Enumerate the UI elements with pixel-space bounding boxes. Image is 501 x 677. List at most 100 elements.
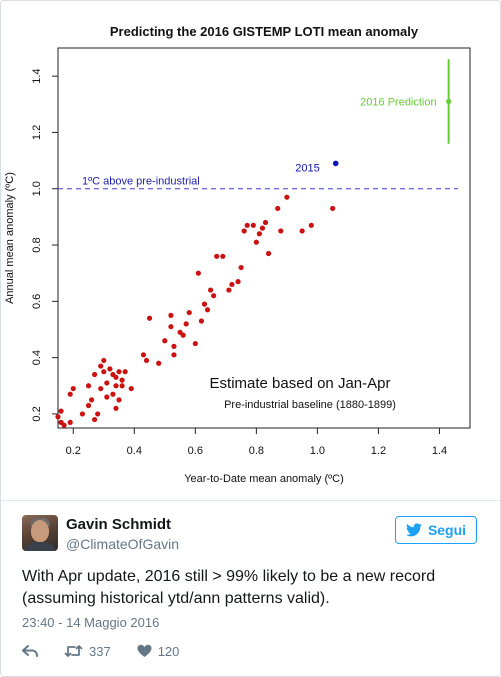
data-point bbox=[58, 408, 64, 414]
data-point bbox=[140, 352, 147, 358]
x-axis-label: Year-to-Date mean anomaly (ºC) bbox=[184, 473, 344, 485]
data-point bbox=[198, 318, 205, 324]
data-point bbox=[275, 205, 281, 212]
retweet-icon bbox=[64, 645, 83, 657]
data-point bbox=[330, 205, 336, 212]
data-point bbox=[128, 385, 134, 392]
data-point bbox=[183, 321, 189, 327]
data-point bbox=[214, 253, 220, 259]
data-point bbox=[113, 383, 119, 389]
data-point bbox=[192, 340, 198, 347]
data-point bbox=[180, 332, 186, 338]
data-point bbox=[70, 385, 76, 392]
data-point bbox=[244, 222, 250, 228]
data-point bbox=[220, 253, 226, 259]
data-point bbox=[104, 380, 110, 386]
data-point bbox=[171, 352, 177, 358]
prediction-label: 2016 Prediction bbox=[360, 96, 436, 108]
data-point bbox=[156, 360, 162, 366]
data-point bbox=[104, 394, 110, 400]
data-point bbox=[67, 419, 73, 425]
data-point bbox=[122, 369, 128, 375]
data-point bbox=[85, 383, 92, 389]
data-point bbox=[253, 239, 259, 245]
data-point bbox=[67, 391, 73, 397]
y-tick-label: 1.4 bbox=[31, 68, 43, 83]
author-handle[interactable]: @ClimateOfGavin bbox=[66, 536, 180, 552]
scatter-chart: Predicting the 2016 GISTEMP LOTI mean an… bbox=[4, 24, 471, 485]
data-point bbox=[119, 377, 125, 383]
data-point bbox=[143, 357, 150, 364]
follow-label: Segui bbox=[427, 522, 467, 538]
plot-frame bbox=[57, 47, 471, 429]
heart-icon bbox=[137, 644, 152, 657]
avatar[interactable] bbox=[22, 515, 58, 551]
data-point bbox=[116, 369, 122, 375]
data-point bbox=[95, 411, 101, 417]
like-button[interactable]: 120 bbox=[137, 643, 180, 659]
y-tick-label: 0.4 bbox=[31, 350, 43, 365]
x-tick-label: 0.6 bbox=[188, 445, 203, 457]
data-point bbox=[162, 338, 168, 344]
data-point bbox=[88, 397, 95, 403]
annotation-baseline: Pre-industrial baseline (1880-1899) bbox=[224, 399, 396, 411]
data-point bbox=[171, 343, 177, 349]
data-point bbox=[55, 414, 61, 420]
data-point bbox=[241, 228, 247, 234]
point-2015 bbox=[332, 160, 339, 167]
y-tick-label: 0.8 bbox=[31, 237, 43, 252]
retweet-count: 337 bbox=[89, 643, 111, 659]
threshold-label: 1ºC above pre-industrial bbox=[82, 176, 200, 188]
x-tick-label: 1.0 bbox=[310, 445, 325, 457]
data-point bbox=[229, 281, 235, 288]
data-point bbox=[211, 293, 217, 299]
data-point bbox=[250, 222, 256, 228]
author-name[interactable]: Gavin Schmidt bbox=[66, 516, 172, 533]
data-point bbox=[79, 411, 86, 417]
like-count: 120 bbox=[157, 643, 180, 659]
data-point bbox=[262, 219, 269, 226]
tweet-timestamp[interactable]: 23:40 - 14 Maggio 2016 bbox=[22, 615, 160, 630]
data-point bbox=[146, 315, 153, 321]
data-point bbox=[98, 363, 104, 369]
y-tick-label: 1.2 bbox=[31, 125, 43, 140]
data-point bbox=[107, 366, 113, 372]
data-point bbox=[168, 312, 174, 319]
data-point bbox=[207, 287, 214, 293]
chart-image: Predicting the 2016 GISTEMP LOTI mean an… bbox=[4, 24, 471, 485]
data-point bbox=[113, 374, 119, 380]
data-point bbox=[113, 405, 119, 411]
reply-icon bbox=[22, 645, 38, 657]
data-point bbox=[204, 307, 211, 313]
data-point bbox=[116, 397, 122, 403]
label-2015: 2015 bbox=[295, 162, 319, 174]
chart-title: Predicting the 2016 GISTEMP LOTI mean an… bbox=[110, 24, 419, 39]
data-point bbox=[235, 279, 241, 285]
data-point bbox=[259, 225, 266, 231]
data-point bbox=[201, 301, 208, 307]
data-point bbox=[85, 402, 92, 409]
data-point bbox=[278, 228, 284, 234]
retweet-button[interactable]: 337 bbox=[64, 644, 111, 659]
tweet-actions: 337 120 bbox=[22, 642, 205, 660]
data-point bbox=[61, 422, 67, 428]
reply-button[interactable] bbox=[22, 644, 38, 658]
prediction-point bbox=[446, 98, 452, 105]
data-point bbox=[101, 357, 107, 364]
x-tick-label: 0.4 bbox=[127, 445, 142, 457]
data-point bbox=[308, 222, 314, 228]
data-point bbox=[119, 383, 125, 389]
data-point bbox=[226, 287, 232, 293]
data-point bbox=[98, 385, 104, 392]
divider bbox=[1, 500, 500, 501]
x-tick-label: 1.4 bbox=[432, 445, 447, 457]
y-tick-label: 0.6 bbox=[31, 294, 43, 309]
follow-button[interactable]: Segui bbox=[395, 516, 477, 544]
x-tick-label: 0.2 bbox=[66, 445, 81, 457]
tweet-text: With Apr update, 2016 still > 99% likely… bbox=[22, 568, 436, 607]
annotation-estimate: Estimate based on Jan-Apr bbox=[210, 375, 391, 392]
data-point bbox=[92, 416, 98, 423]
data-point bbox=[92, 371, 98, 378]
data-point bbox=[101, 369, 107, 375]
